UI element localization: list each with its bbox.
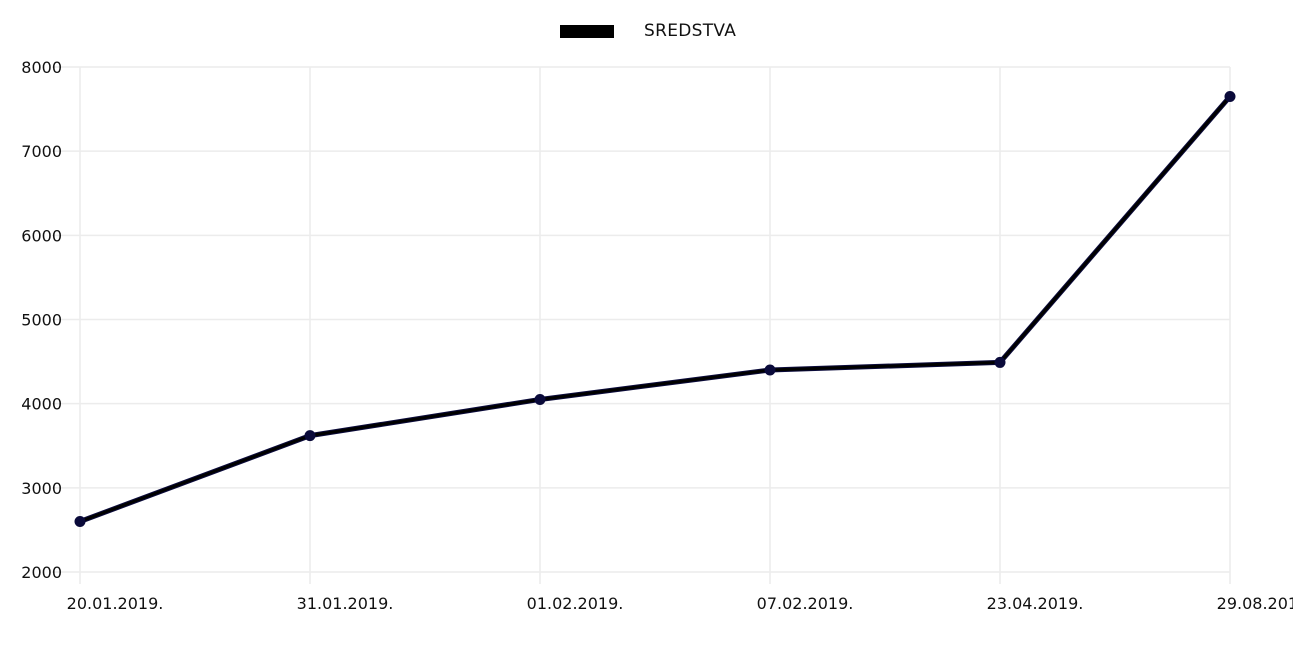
x-tick-label: 20.01.2019. xyxy=(67,594,164,613)
y-tick-label: 4000 xyxy=(21,395,62,414)
x-tick-label: 23.04.2019. xyxy=(987,594,1084,613)
data-point xyxy=(994,356,1006,368)
x-tick-label: 31.01.2019. xyxy=(297,594,394,613)
data-point xyxy=(304,430,316,442)
legend-label: SREDSTVA xyxy=(644,21,737,41)
y-tick-label: 6000 xyxy=(21,226,62,245)
x-tick-label: 07.02.2019. xyxy=(757,594,854,613)
x-tick-label: 01.02.2019. xyxy=(527,594,624,613)
data-point xyxy=(1224,90,1236,102)
series-line xyxy=(79,95,1232,523)
data-point xyxy=(534,393,546,405)
y-tick-label: 3000 xyxy=(21,479,62,498)
legend-swatch xyxy=(560,24,614,38)
x-tick-label: 29.08.2019. xyxy=(1217,594,1293,613)
data-point xyxy=(764,364,776,376)
y-tick-label: 2000 xyxy=(21,563,62,582)
chart-legend[interactable]: SREDSTVA xyxy=(560,18,736,44)
y-tick-label: 8000 xyxy=(21,58,62,77)
data-point xyxy=(74,516,86,527)
y-tick-label: 7000 xyxy=(21,142,62,161)
y-tick-label: 5000 xyxy=(21,311,62,330)
